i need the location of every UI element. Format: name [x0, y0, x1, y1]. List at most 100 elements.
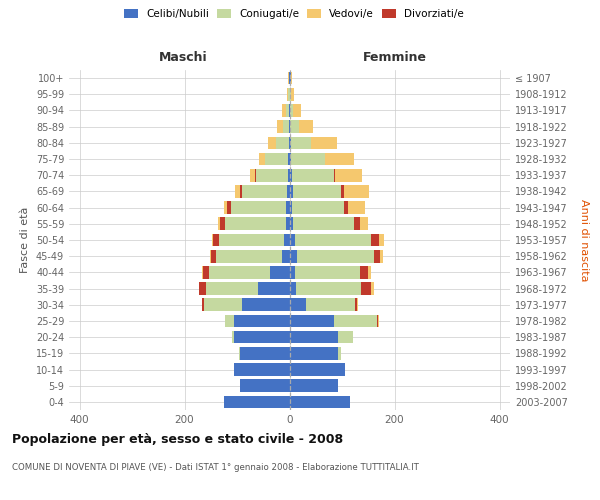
Bar: [373, 250, 380, 262]
Bar: [225, 314, 235, 328]
Bar: [380, 250, 383, 262]
Bar: [371, 282, 373, 295]
Bar: [293, 185, 341, 198]
Bar: [276, 136, 289, 149]
Bar: [353, 218, 360, 230]
Bar: [290, 266, 295, 278]
Bar: [290, 331, 338, 344]
Bar: [205, 282, 258, 295]
Bar: [290, 347, 338, 360]
Bar: [242, 298, 290, 311]
Bar: [250, 169, 256, 181]
Bar: [338, 347, 341, 360]
Bar: [296, 282, 361, 295]
Bar: [361, 282, 371, 295]
Text: Maschi: Maschi: [160, 50, 208, 64]
Bar: [290, 396, 350, 408]
Bar: [256, 169, 288, 181]
Bar: [344, 202, 348, 214]
Text: COMUNE DI NOVENTA DI PIAVE (VE) - Dati ISTAT 1° gennaio 2008 - Elaborazione TUTT: COMUNE DI NOVENTA DI PIAVE (VE) - Dati I…: [12, 462, 419, 471]
Bar: [290, 136, 311, 149]
Bar: [371, 234, 379, 246]
Bar: [224, 396, 290, 408]
Bar: [283, 120, 289, 133]
Bar: [289, 88, 290, 101]
Bar: [311, 136, 337, 149]
Bar: [235, 331, 290, 344]
Bar: [210, 250, 211, 262]
Bar: [290, 314, 334, 328]
Bar: [218, 234, 284, 246]
Bar: [287, 185, 290, 198]
Bar: [355, 298, 357, 311]
Bar: [292, 169, 334, 181]
Bar: [361, 266, 368, 278]
Bar: [299, 120, 313, 133]
Bar: [290, 380, 338, 392]
Bar: [295, 234, 371, 246]
Bar: [281, 250, 290, 262]
Bar: [291, 152, 325, 166]
Bar: [209, 266, 269, 278]
Bar: [290, 363, 344, 376]
Bar: [290, 104, 293, 117]
Bar: [295, 266, 361, 278]
Bar: [227, 202, 231, 214]
Bar: [231, 202, 286, 214]
Bar: [298, 250, 373, 262]
Bar: [288, 169, 290, 181]
Bar: [287, 88, 289, 101]
Bar: [235, 314, 290, 328]
Bar: [202, 298, 205, 311]
Bar: [290, 234, 295, 246]
Bar: [286, 218, 290, 230]
Bar: [290, 169, 292, 181]
Bar: [357, 298, 358, 311]
Bar: [377, 314, 378, 328]
Bar: [360, 218, 368, 230]
Bar: [214, 234, 218, 246]
Bar: [203, 266, 209, 278]
Bar: [290, 185, 293, 198]
Bar: [290, 120, 299, 133]
Bar: [338, 331, 353, 344]
Bar: [265, 152, 289, 166]
Bar: [218, 218, 220, 230]
Bar: [258, 282, 290, 295]
Bar: [378, 314, 379, 328]
Bar: [239, 185, 242, 198]
Bar: [269, 266, 290, 278]
Bar: [290, 282, 296, 295]
Legend: Celibi/Nubili, Coniugati/e, Vedovi/e, Divorziati/e: Celibi/Nubili, Coniugati/e, Vedovi/e, Di…: [120, 5, 468, 24]
Bar: [235, 363, 290, 376]
Bar: [216, 250, 281, 262]
Bar: [212, 234, 214, 246]
Bar: [334, 314, 377, 328]
Bar: [205, 298, 242, 311]
Bar: [211, 250, 216, 262]
Y-axis label: Anni di nascita: Anni di nascita: [578, 198, 589, 281]
Bar: [232, 331, 235, 344]
Bar: [199, 282, 205, 295]
Bar: [259, 152, 265, 166]
Bar: [224, 202, 227, 214]
Bar: [325, 152, 354, 166]
Bar: [291, 88, 294, 101]
Bar: [334, 169, 335, 181]
Bar: [341, 185, 344, 198]
Bar: [293, 104, 301, 117]
Bar: [290, 88, 291, 101]
Bar: [284, 234, 290, 246]
Bar: [286, 104, 289, 117]
Bar: [226, 218, 286, 230]
Y-axis label: Fasce di età: Fasce di età: [20, 207, 30, 273]
Bar: [290, 218, 293, 230]
Text: Popolazione per età, sesso e stato civile - 2008: Popolazione per età, sesso e stato civil…: [12, 432, 343, 446]
Bar: [220, 218, 226, 230]
Bar: [239, 347, 290, 360]
Bar: [290, 298, 307, 311]
Bar: [242, 185, 287, 198]
Bar: [290, 202, 292, 214]
Bar: [268, 136, 276, 149]
Bar: [335, 169, 362, 181]
